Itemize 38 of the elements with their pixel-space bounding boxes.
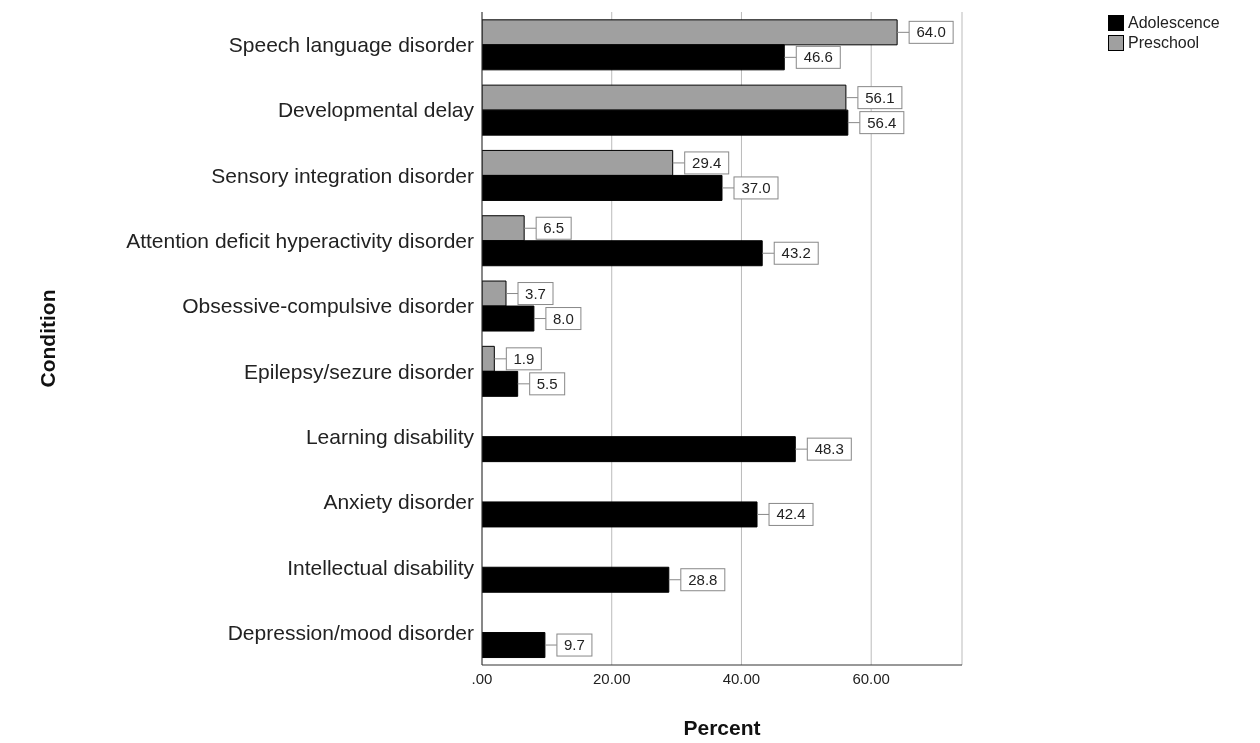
y-tick-label: Speech language disorder xyxy=(228,33,474,57)
data-label: 9.7 xyxy=(563,636,585,654)
data-label: 28.8 xyxy=(688,570,718,588)
y-tick-label: Obsessive-compulsive disorder xyxy=(182,294,474,318)
data-label: 6.5 xyxy=(543,219,565,237)
y-axis-title: Condition xyxy=(36,289,60,388)
bar xyxy=(482,566,670,593)
y-tick-label: Depression/mood disorder xyxy=(227,620,474,644)
data-label: 56.1 xyxy=(865,88,895,106)
data-label: 29.4 xyxy=(692,153,722,171)
y-tick-label: Learning disability xyxy=(305,424,475,448)
data-label: 37.0 xyxy=(741,178,771,196)
bar xyxy=(482,501,758,528)
x-tick-label: 40.00 xyxy=(722,669,761,687)
x-tick-label: 60.00 xyxy=(852,669,890,687)
y-tick-label: Developmental delay xyxy=(277,98,475,122)
y-tick-label: Intellectual disability xyxy=(287,555,475,579)
legend-label: Preschool xyxy=(1127,34,1201,52)
y-tick-label: Epilepsy/sezure disorder xyxy=(244,359,474,383)
data-label: 42.4 xyxy=(776,505,806,523)
data-label: 8.0 xyxy=(552,309,574,327)
data-label: 48.3 xyxy=(814,440,844,458)
x-axis-title: Percent xyxy=(683,716,761,739)
data-label: 5.5 xyxy=(536,374,558,392)
data-label: 46.6 xyxy=(803,48,833,66)
y-tick-label: Anxiety disorder xyxy=(323,490,474,514)
x-tick-label: 20.00 xyxy=(592,669,631,687)
bar xyxy=(482,632,546,659)
x-tick-label: .00 xyxy=(471,669,493,687)
data-label: 3.7 xyxy=(525,284,546,302)
legend-label: Adolescence xyxy=(1127,14,1221,32)
bar xyxy=(482,436,796,463)
y-tick-label: Sensory integration disorder xyxy=(211,163,474,187)
data-label: 43.2 xyxy=(781,244,811,262)
y-tick-label: Attention deficit hyperactivity disorder xyxy=(126,229,474,253)
data-label: 64.0 xyxy=(916,23,946,41)
data-label: 1.9 xyxy=(513,349,535,367)
data-label: 56.4 xyxy=(867,113,897,131)
